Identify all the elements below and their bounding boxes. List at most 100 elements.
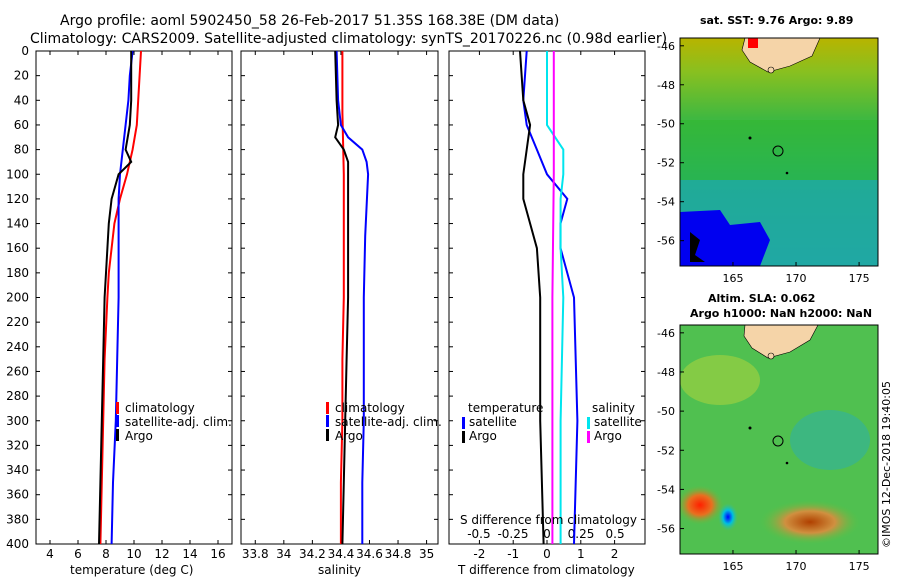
sst-x-ticks: 165 170 175 bbox=[722, 262, 870, 285]
map-lat-label: -54 bbox=[657, 196, 675, 209]
series-line-salinity-satellite bbox=[546, 51, 565, 544]
temperature-axes-frame bbox=[35, 50, 233, 545]
depth-axis-ticks: 0 20 40 60 80 100 120 140 160 180 200 220 240 260 280 3… bbox=[6, 44, 645, 551]
x-tick-label: -0.25 bbox=[497, 527, 528, 541]
x-tick-label: 1 bbox=[577, 547, 585, 561]
depth-tick-label: 360 bbox=[6, 488, 29, 502]
stewart-island bbox=[767, 66, 775, 74]
argo-float-location bbox=[772, 145, 784, 157]
x-tick-label: -2 bbox=[473, 547, 485, 561]
map-lon-label: 170 bbox=[786, 272, 807, 285]
x-tick-label: 0.25 bbox=[568, 527, 595, 541]
legend-temp-satellite: satellite bbox=[469, 415, 517, 429]
depth-tick-label: 380 bbox=[6, 512, 29, 526]
legend-swatch-satellite bbox=[326, 415, 329, 427]
depth-tick-label: 240 bbox=[6, 340, 29, 354]
sst-land-islands bbox=[690, 232, 705, 262]
new-zealand-coast bbox=[743, 325, 819, 359]
x-tick-label: 14 bbox=[182, 547, 197, 561]
campbell-island bbox=[785, 461, 789, 465]
series-line-climatology bbox=[99, 50, 142, 545]
temperature-series bbox=[98, 50, 142, 545]
sla-map-title-2: Argo h1000: NaN h2000: NaN bbox=[690, 307, 872, 320]
legend-swatch-argo bbox=[326, 429, 329, 441]
series-line-argo bbox=[334, 50, 350, 545]
depth-tick-label: 140 bbox=[6, 217, 29, 231]
map-lon-label: 165 bbox=[722, 272, 743, 285]
depth-tick-label: 100 bbox=[6, 167, 29, 181]
depth-tick-label: 0 bbox=[21, 44, 29, 58]
sla-map-title-1: Altim. SLA: 0.062 bbox=[708, 292, 815, 305]
series-line-satellite-adj-clim- bbox=[110, 50, 134, 545]
sst-y-ticks: -46 -48 -50 -52 -54 -56 bbox=[657, 40, 684, 248]
x-tick-label: -0.5 bbox=[467, 527, 490, 541]
depth-tick-label: 320 bbox=[6, 438, 29, 452]
legend-swatch-climatology bbox=[116, 402, 119, 414]
sst-map: sat. SST: 9.76 Argo: 9.89 -46 -48 -50 -52 -5… bbox=[657, 14, 879, 285]
depth-tick-label: 200 bbox=[6, 291, 29, 305]
legend-swatch-satellite bbox=[116, 415, 119, 427]
auckland-islands bbox=[748, 426, 752, 430]
map-lon-label: 165 bbox=[722, 560, 743, 573]
depth-tick-label: 180 bbox=[6, 266, 29, 280]
legend-swatch-argo bbox=[116, 429, 119, 441]
imos-credit: ©IMOS 12-Dec-2018 19:40:05 bbox=[880, 381, 893, 548]
depth-tick-label: 220 bbox=[6, 315, 29, 329]
title-line-2: Climatology: CARS2009. Satellite-adjuste… bbox=[30, 31, 667, 47]
depth-tick-label: 160 bbox=[6, 241, 29, 255]
depth-tick-label: 40 bbox=[14, 93, 29, 107]
salinity-axes-frame bbox=[240, 50, 439, 545]
depth-tick-label: 260 bbox=[6, 364, 29, 378]
sla-x-ticks: 165 170 175 bbox=[722, 550, 870, 573]
map-lat-label: -56 bbox=[657, 235, 675, 248]
series-line-argo bbox=[98, 51, 133, 545]
temperature-panel: 0204060801001201401601802002202402602803… bbox=[6, 44, 645, 577]
salinity-panel: 33.8 34 34.2 34.4 34.6 34.8 35 salinity climat… bbox=[240, 50, 442, 577]
map-lon-label: 175 bbox=[849, 560, 870, 573]
legend-swatch-climatology bbox=[326, 402, 329, 414]
depth-tick-label: 400 bbox=[6, 537, 29, 551]
depth-tick-label: 300 bbox=[6, 414, 29, 428]
temperature-legend: climatology satellite-adj. clim. Argo bbox=[116, 401, 232, 443]
x-tick-label: 0.5 bbox=[606, 527, 625, 541]
argo-float-location bbox=[772, 435, 784, 447]
map-lat-label: -46 bbox=[657, 40, 675, 53]
legend-sal-argo: Argo bbox=[594, 429, 622, 443]
new-zealand-coast bbox=[741, 38, 821, 73]
sla-positive-patch bbox=[680, 355, 760, 405]
depth-tick-label: 60 bbox=[14, 118, 29, 132]
legend-swatch-sal-argo bbox=[587, 431, 590, 443]
x-tick-label: 2 bbox=[611, 547, 619, 561]
map-lat-label: -54 bbox=[657, 483, 675, 496]
x-tick-label: 34 bbox=[276, 547, 291, 561]
legend-climatology: climatology bbox=[335, 401, 405, 415]
map-lat-label: -52 bbox=[657, 157, 675, 170]
map-lat-label: -50 bbox=[657, 405, 675, 418]
sla-low-eddy bbox=[718, 503, 738, 531]
x-tick-label: 10 bbox=[126, 547, 141, 561]
x-tick-label: 12 bbox=[154, 547, 169, 561]
legend-satellite: satellite-adj. clim. bbox=[125, 415, 232, 429]
difference-series bbox=[519, 50, 579, 545]
x-tick-label: 34.4 bbox=[328, 547, 355, 561]
sst-green-band bbox=[680, 120, 878, 180]
x-tick-label: 8 bbox=[102, 547, 110, 561]
map-lon-label: 175 bbox=[849, 272, 870, 285]
legend-satellite: satellite-adj. clim. bbox=[335, 415, 442, 429]
x-tick-label: 4 bbox=[46, 547, 54, 561]
auckland-islands bbox=[748, 136, 752, 140]
legend-argo: Argo bbox=[125, 429, 153, 443]
depth-tick-label: 280 bbox=[6, 389, 29, 403]
sla-high-eddy bbox=[680, 485, 724, 525]
x-tick-label: 33.8 bbox=[242, 547, 269, 561]
x-tick-label: 0 bbox=[543, 527, 551, 541]
legend-swatch-sal-satellite bbox=[587, 417, 590, 429]
x-tick-label: 34.6 bbox=[356, 547, 383, 561]
series-line-temperature-satellite bbox=[522, 50, 579, 545]
sst-cloud-mask bbox=[680, 210, 770, 266]
depth-tick-label: 80 bbox=[14, 143, 29, 157]
difference-panel: -2 -1 0 1 2 -0.5 -0.25 0 0.25 0.5 temperature sa… bbox=[448, 50, 646, 577]
series-line-satellite-adj-clim- bbox=[335, 50, 370, 544]
legend-swatch-temp-satellite bbox=[462, 417, 465, 429]
